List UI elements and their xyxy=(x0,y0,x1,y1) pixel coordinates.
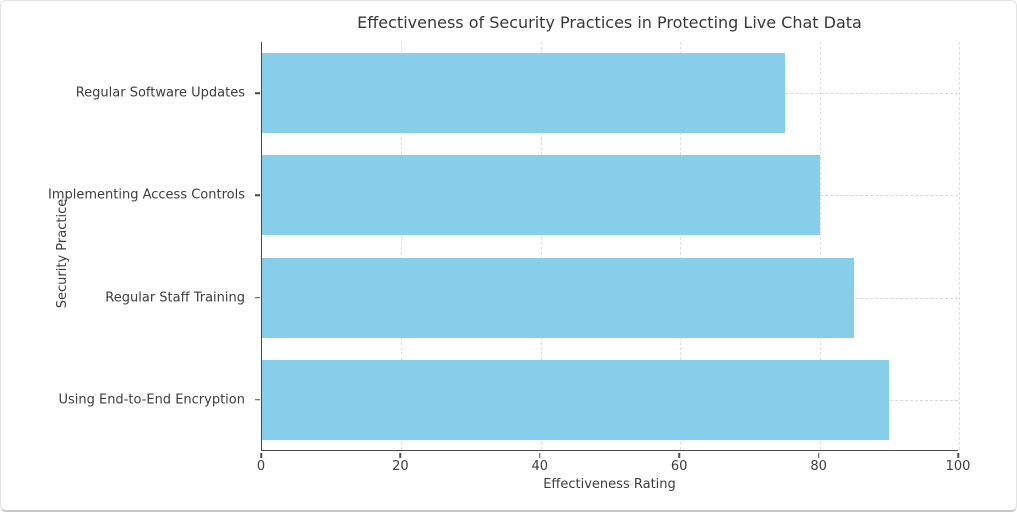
gridline-x-100 xyxy=(959,42,960,450)
bar-1 xyxy=(262,155,820,236)
chart-title: Effectiveness of Security Practices in P… xyxy=(357,13,862,32)
x-tick-label-100: 100 xyxy=(945,459,971,474)
gridline-x-40 xyxy=(540,42,542,450)
x-tick-mark-100 xyxy=(957,452,959,458)
x-tick-mark-40 xyxy=(539,452,541,458)
y-tick-labels: Regular Software Updates Implementing Acc… xyxy=(0,42,260,451)
y-tick-mark-3 xyxy=(254,399,260,401)
y-tick-label-1: Implementing Access Controls xyxy=(48,187,245,203)
x-tick-label-40: 40 xyxy=(531,459,549,474)
x-tick-labels: 0 20 40 60 80 100 xyxy=(257,451,970,475)
plot-area xyxy=(261,42,960,451)
y-tick-mark-1 xyxy=(254,194,260,197)
x-tick-mark-20 xyxy=(399,452,402,458)
y-tick-mark-2 xyxy=(254,296,260,299)
x-tick-label-0: 0 xyxy=(256,459,266,474)
y-tick-label-3: Using End-to-End Encryption xyxy=(58,392,245,408)
x-axis-label: Effectiveness Rating xyxy=(543,477,676,492)
bar-0 xyxy=(262,53,785,134)
bar-3 xyxy=(262,359,890,440)
gridline-x-60 xyxy=(680,42,682,450)
bar-2 xyxy=(262,257,855,338)
gridline-x-80 xyxy=(819,42,821,450)
x-tick-label-60: 60 xyxy=(670,459,688,474)
y-tick-label-2: Regular Staff Training xyxy=(105,290,245,306)
x-tick-label-80: 80 xyxy=(810,459,827,474)
gridline-x-20 xyxy=(401,42,403,450)
x-tick-mark-60 xyxy=(678,452,680,458)
x-tick-mark-0 xyxy=(260,452,262,458)
y-tick-mark-0 xyxy=(254,92,260,94)
y-tick-label-0: Regular Software Updates xyxy=(75,85,245,101)
x-tick-mark-80 xyxy=(817,452,820,458)
x-tick-label-20: 20 xyxy=(392,459,409,474)
